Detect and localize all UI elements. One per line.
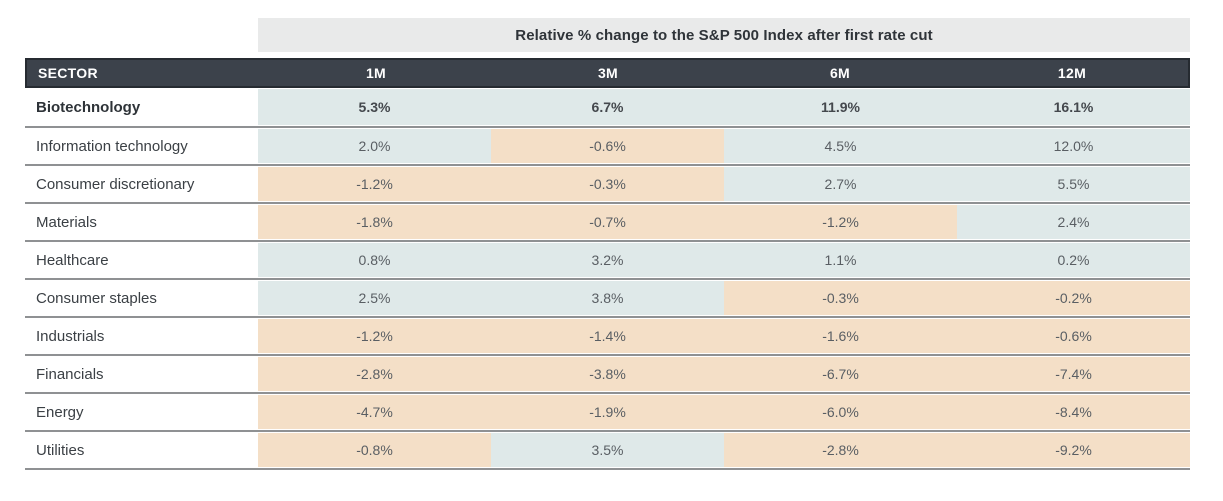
value-cell: 3.8%	[491, 280, 724, 316]
value-cell: -0.3%	[491, 166, 724, 202]
value-cell: 3.2%	[491, 242, 724, 278]
sector-name: Healthcare	[25, 242, 258, 278]
value-cell: -1.9%	[491, 394, 724, 430]
column-header-1m: 1M	[365, 65, 387, 81]
table-row: Industrials -1.2% -1.4% -1.6% -0.6%	[25, 316, 1190, 354]
value-cell: -1.4%	[491, 318, 724, 354]
value-cell: 11.9%	[724, 88, 957, 126]
value-cell: 5.5%	[957, 166, 1190, 202]
value-cell: -1.2%	[724, 204, 957, 240]
sector-name: Financials	[25, 356, 258, 392]
value-cell: -3.8%	[491, 356, 724, 392]
table-row: Consumer discretionary -1.2% -0.3% 2.7% 5.5%	[25, 164, 1190, 202]
value-cell: -4.7%	[258, 394, 491, 430]
value-cell: -0.7%	[491, 204, 724, 240]
table-body: Biotechnology 5.3% 6.7% 11.9% 16.1% Informati…	[25, 88, 1190, 470]
column-header-12m: 12M	[1057, 65, 1087, 81]
value-cell: 6.7%	[491, 88, 724, 126]
value-cell: 1.1%	[724, 242, 957, 278]
sector-name: Consumer discretionary	[25, 166, 258, 202]
value-cell: -1.8%	[258, 204, 491, 240]
value-cell: -9.2%	[957, 432, 1190, 468]
value-cell: -1.6%	[724, 318, 957, 354]
table-row: Information technology 2.0% -0.6% 4.5% 12.0%	[25, 126, 1190, 164]
value-cell: -6.0%	[724, 394, 957, 430]
value-cell: -0.6%	[491, 128, 724, 164]
value-cell: -8.4%	[957, 394, 1190, 430]
sector-performance-table: Relative % change to the S&P 500 Index a…	[25, 18, 1190, 470]
value-cell: 2.0%	[258, 128, 491, 164]
sector-name: Utilities	[25, 432, 258, 468]
column-header-sector: SECTOR	[38, 65, 98, 81]
value-cell: 2.4%	[957, 204, 1190, 240]
value-cell: 5.3%	[258, 88, 491, 126]
column-header-3m: 3M	[597, 65, 619, 81]
value-cell: -7.4%	[957, 356, 1190, 392]
value-cell: 3.5%	[491, 432, 724, 468]
value-cell: 2.7%	[724, 166, 957, 202]
table-header-row: SECTOR 1M 3M 6M 12M	[25, 58, 1190, 88]
value-cell: 12.0%	[957, 128, 1190, 164]
table-row: Biotechnology 5.3% 6.7% 11.9% 16.1%	[25, 88, 1190, 126]
sector-name: Consumer staples	[25, 280, 258, 316]
value-cell: 16.1%	[957, 88, 1190, 126]
value-cell: 4.5%	[724, 128, 957, 164]
table-row: Healthcare 0.8% 3.2% 1.1% 0.2%	[25, 240, 1190, 278]
value-cell: 0.2%	[957, 242, 1190, 278]
value-cell: -0.3%	[724, 280, 957, 316]
sector-name: Biotechnology	[25, 88, 258, 126]
value-cell: -0.6%	[957, 318, 1190, 354]
value-cell: -0.2%	[957, 280, 1190, 316]
value-cell: -6.7%	[724, 356, 957, 392]
column-header-6m: 6M	[829, 65, 851, 81]
table-row: Materials -1.8% -0.7% -1.2% 2.4%	[25, 202, 1190, 240]
table-title: Relative % change to the S&P 500 Index a…	[258, 18, 1190, 52]
table-row: Energy -4.7% -1.9% -6.0% -8.4%	[25, 392, 1190, 430]
table-row: Utilities -0.8% 3.5% -2.8% -9.2%	[25, 430, 1190, 468]
table-row: Financials -2.8% -3.8% -6.7% -7.4%	[25, 354, 1190, 392]
value-cell: 2.5%	[258, 280, 491, 316]
sector-name: Information technology	[25, 128, 258, 164]
value-cell: -1.2%	[258, 166, 491, 202]
sector-name: Energy	[25, 394, 258, 430]
value-cell: -2.8%	[724, 432, 957, 468]
value-cell: -2.8%	[258, 356, 491, 392]
table-row: Consumer staples 2.5% 3.8% -0.3% -0.2%	[25, 278, 1190, 316]
value-cell: 0.8%	[258, 242, 491, 278]
value-cell: -0.8%	[258, 432, 491, 468]
sector-name: Materials	[25, 204, 258, 240]
value-cell: -1.2%	[258, 318, 491, 354]
sector-name: Industrials	[25, 318, 258, 354]
